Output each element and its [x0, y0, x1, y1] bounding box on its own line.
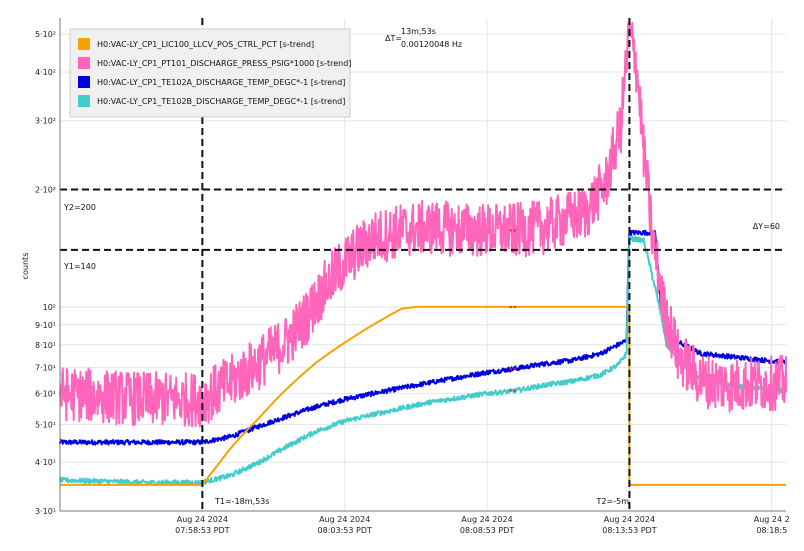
legend-entry-te102a[interactable]: H0:VAC-LY_CP1_TE102A_DISCHARGE_TEMP_DEGC…	[78, 76, 345, 88]
x-tick-label-time: 08:13:53 PDT	[602, 526, 656, 535]
legend: H0:VAC-LY_CP1_LIC100_LLCV_POS_CTRL_PCT […	[69, 28, 351, 118]
legend-entry-te102b[interactable]: H0:VAC-LY_CP1_TE102B_DISCHARGE_TEMP_DEGC…	[78, 95, 345, 107]
x-tick-label-date: Aug 24 2024	[319, 515, 370, 524]
series-line-lic100	[59, 305, 787, 486]
y-tick-label: 5·10¹	[35, 420, 56, 429]
delta-y-label: ΔY=60	[753, 222, 780, 231]
legend-entry-lic100[interactable]: H0:VAC-LY_CP1_LIC100_LLCV_POS_CTRL_PCT […	[78, 38, 314, 50]
t2-cursor-label: T2=-5m	[596, 497, 630, 506]
x-tick-label-date: Aug 24 2024	[604, 515, 655, 524]
legend-swatch-te102b	[78, 95, 90, 107]
y-tick-label: 10²	[43, 303, 56, 312]
x-tick-label-time: 08:18:5	[756, 526, 787, 535]
series-layer	[59, 20, 787, 486]
legend-entry-pt101[interactable]: H0:VAC-LY_CP1_PT101_DISCHARGE_PRESS_PSIG…	[78, 57, 351, 69]
x-tick-label-time: 08:03:53 PDT	[318, 526, 372, 535]
legend-label-te102a: H0:VAC-LY_CP1_TE102A_DISCHARGE_TEMP_DEGC…	[97, 78, 345, 87]
axes-layer	[59, 18, 786, 512]
x-tick-label-date: Aug 24 2024	[461, 515, 512, 524]
legend-swatch-te102a	[78, 76, 90, 88]
y-tick-label: 7·10¹	[35, 363, 56, 372]
legend-swatch-pt101	[78, 57, 90, 69]
y-tick-label: 5·10²	[35, 30, 56, 39]
y-tick-label: 8·10¹	[35, 341, 56, 350]
y-tick-label: 3·10²	[35, 117, 56, 126]
y-tick-labels: 3·10¹ 4·10¹ 5·10¹ 6·10¹ 7·10¹ 8·10¹ 9·10¹ 10² 2·…	[35, 30, 56, 516]
x-tick-label-date: Aug 24 2024	[177, 515, 228, 524]
x-tick-label-time: 07:58:53 PDT	[175, 526, 229, 535]
y-tick-label: 9·10¹	[35, 321, 56, 330]
delta-t-duration: 13m,53s	[401, 27, 436, 36]
legend-swatch-lic100	[78, 38, 90, 50]
x-tick-label-date: Aug 24 2	[754, 515, 790, 524]
x-tick-labels: Aug 24 2024 07:58:53 PDT Aug 24 2024 08:03:…	[175, 515, 790, 535]
series-line-pt101	[59, 20, 787, 428]
delta-t-frequency: 0.00120048 Hz	[401, 40, 462, 49]
y-tick-label: 4·10¹	[35, 458, 56, 467]
legend-label-te102b: H0:VAC-LY_CP1_TE102B_DISCHARGE_TEMP_DEGC…	[97, 97, 345, 106]
y-tick-label: 2·10²	[35, 185, 56, 194]
y-axis-label: counts	[21, 253, 30, 280]
y-tick-label: 3·10¹	[35, 507, 56, 516]
y1-cursor-label: Y1=140	[63, 262, 96, 271]
legend-box	[69, 28, 351, 118]
x-tick-label-time: 08:08:53 PDT	[460, 526, 514, 535]
t1-cursor-label: T1=-18m,53s	[214, 497, 269, 506]
y-tick-label: 4·10²	[35, 68, 56, 77]
legend-label-pt101: H0:VAC-LY_CP1_PT101_DISCHARGE_PRESS_PSIG…	[97, 59, 351, 68]
delta-t-label: ΔT=	[385, 34, 402, 43]
cursor-annotations: ΔT= 13m,53s 0.00120048 Hz ΔY=60 Y2=200 Y…	[63, 27, 780, 506]
y2-cursor-label: Y2=200	[63, 203, 96, 212]
y-tick-label: 6·10¹	[35, 390, 56, 399]
legend-label-lic100: H0:VAC-LY_CP1_LIC100_LLCV_POS_CTRL_PCT […	[97, 40, 314, 49]
